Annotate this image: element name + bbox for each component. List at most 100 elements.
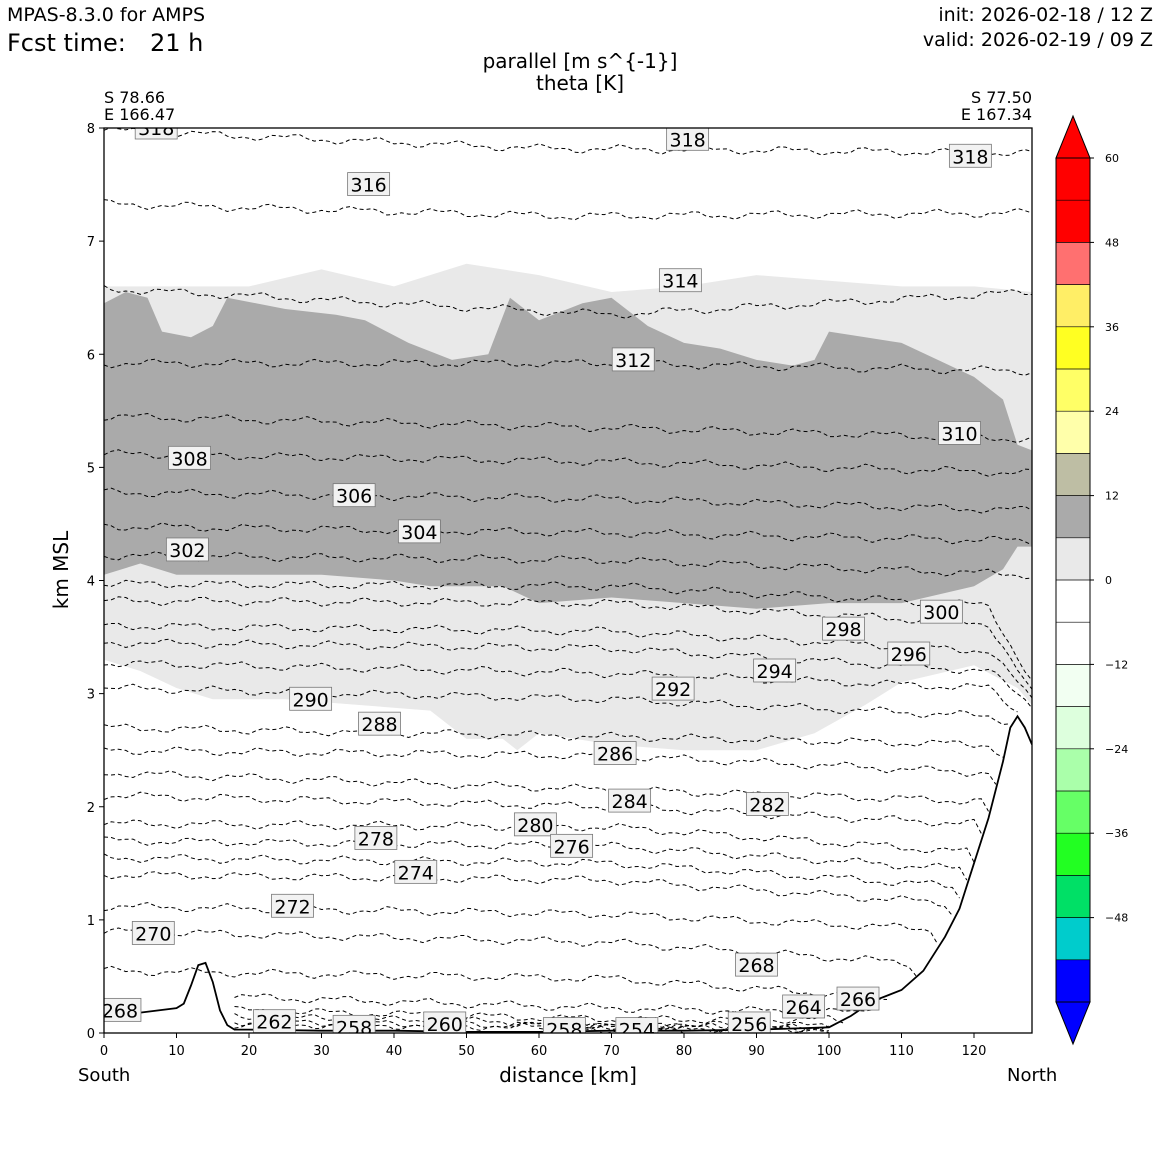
- theta-contour-318: [104, 128, 1032, 157]
- y-tick-label: 4: [87, 575, 95, 590]
- contour-label-254: 254: [615, 1017, 659, 1042]
- svg-text:266: 266: [840, 989, 876, 1011]
- y-tick-label: 8: [87, 122, 95, 137]
- svg-text:316: 316: [350, 175, 386, 197]
- theta-contour-304: [104, 522, 1032, 546]
- colorbar-max-arrow: [1055, 114, 1091, 159]
- svg-text:310: 310: [941, 423, 977, 445]
- theta-contour-282: [104, 791, 982, 834]
- contour-label-262: 262: [252, 1009, 296, 1033]
- svg-text:258: 258: [336, 1017, 372, 1039]
- x-axis-label: distance [km]: [499, 1063, 637, 1087]
- forecast-time-label: Fcst time:: [7, 29, 126, 57]
- colorbar-tick-label: −48: [1105, 912, 1128, 925]
- south-label: South: [78, 1065, 131, 1086]
- colorbar-tick-label: 0: [1105, 574, 1112, 587]
- theta-contour-284: [104, 770, 989, 812]
- contour-label-304: 304: [397, 519, 441, 544]
- contour-label-290: 290: [289, 686, 333, 711]
- svg-text:304: 304: [401, 522, 437, 544]
- colorbar-segment: [1056, 158, 1090, 201]
- contour-label-288: 288: [358, 711, 401, 736]
- y-tick-label: 0: [87, 1027, 95, 1042]
- svg-text:306: 306: [336, 486, 372, 508]
- colorbar-segment: [1056, 453, 1090, 497]
- contour-label-266: 266: [836, 986, 880, 1011]
- colorbar-segment: [1056, 284, 1090, 328]
- svg-text:284: 284: [611, 791, 647, 813]
- svg-text:318: 318: [669, 129, 705, 151]
- contour-label-276: 276: [550, 833, 594, 858]
- contour-label-256: 256: [727, 1011, 771, 1033]
- svg-text:254: 254: [619, 1020, 655, 1042]
- x-tick-label: 60: [531, 1044, 548, 1059]
- y-tick-label: 6: [87, 348, 95, 363]
- colorbar-tick-label: 48: [1105, 236, 1119, 249]
- colorbar-segment: [1056, 580, 1090, 623]
- contour-label-268: 268: [104, 997, 142, 1022]
- colorbar-segment: [1056, 748, 1090, 792]
- theta-contour-314: [104, 285, 1032, 319]
- colorbar-tick-label: −36: [1105, 827, 1128, 840]
- theta-contour-256: [538, 1023, 830, 1033]
- colorbar-segment: [1056, 622, 1090, 665]
- theta-contour-302: [104, 551, 1032, 580]
- theta-contour-268: [104, 965, 888, 1000]
- colorbar-min-arrow: [1055, 1001, 1091, 1046]
- contour-label-298: 298: [822, 616, 865, 641]
- colorbar-segment: [1056, 664, 1090, 708]
- colorbar-segment: [1056, 706, 1090, 750]
- theta-contour-276: [104, 853, 960, 899]
- theta-contour-316: [104, 199, 1032, 221]
- contour-label-300: 300: [919, 599, 963, 624]
- colorbar-segment: [1056, 411, 1090, 454]
- svg-text:282: 282: [749, 794, 785, 816]
- theta-contour-288: [104, 723, 1004, 758]
- theta-contour-294: [104, 638, 1032, 709]
- colorbar-segment: [1056, 833, 1090, 876]
- wind-shading-band-2: [104, 292, 1032, 609]
- contour-label-316: 316: [347, 172, 391, 197]
- x-tick-label: 50: [458, 1044, 475, 1059]
- theta-contour-286: [104, 746, 997, 785]
- svg-text:272: 272: [274, 896, 310, 918]
- svg-text:288: 288: [361, 714, 397, 736]
- contour-label-306: 306: [332, 483, 376, 508]
- svg-text:264: 264: [785, 997, 821, 1019]
- contour-label-284: 284: [608, 788, 652, 813]
- colorbar-segment: [1056, 200, 1090, 243]
- svg-text:300: 300: [923, 602, 959, 624]
- svg-text:278: 278: [358, 828, 394, 850]
- contour-label-280: 280: [513, 812, 557, 837]
- contour-label-318: 318: [948, 143, 992, 168]
- svg-text:298: 298: [825, 619, 861, 641]
- theta-contour-258: [234, 1019, 830, 1033]
- init-time: init: 2026-02-18 / 12 Z: [938, 4, 1153, 26]
- theta-contour-292: [104, 660, 1018, 713]
- forecast-time-value: 21 h: [150, 29, 204, 57]
- theta-contour-274: [104, 871, 953, 916]
- contour-label-318: 318: [134, 128, 178, 140]
- contour-label-264: 264: [782, 994, 826, 1019]
- contour-label-258: 258: [542, 1017, 586, 1033]
- x-tick-label: 20: [241, 1044, 258, 1059]
- contour-label-312: 312: [611, 347, 655, 372]
- colorbar-segment: [1056, 875, 1090, 919]
- chart-subtitle: theta [K]: [536, 71, 624, 95]
- colorbar-segment: [1056, 791, 1090, 834]
- contour-label-286: 286: [593, 741, 637, 766]
- x-tick-label: 70: [603, 1044, 620, 1059]
- contour-label-318: 318: [666, 128, 710, 151]
- theta-contour-280: [104, 819, 975, 863]
- colorbar-segment: [1056, 959, 1090, 1003]
- svg-text:294: 294: [756, 661, 792, 683]
- contour-label-260: 260: [423, 1011, 467, 1033]
- colorbar-tick-label: −12: [1105, 658, 1128, 671]
- contour-label-292: 292: [651, 676, 695, 701]
- x-tick-label: 110: [889, 1044, 914, 1059]
- contour-label-310: 310: [938, 421, 981, 445]
- theta-contour-300: [104, 579, 1032, 681]
- svg-text:286: 286: [597, 744, 633, 766]
- svg-text:296: 296: [891, 644, 927, 666]
- start-lon: E 166.47: [104, 105, 176, 124]
